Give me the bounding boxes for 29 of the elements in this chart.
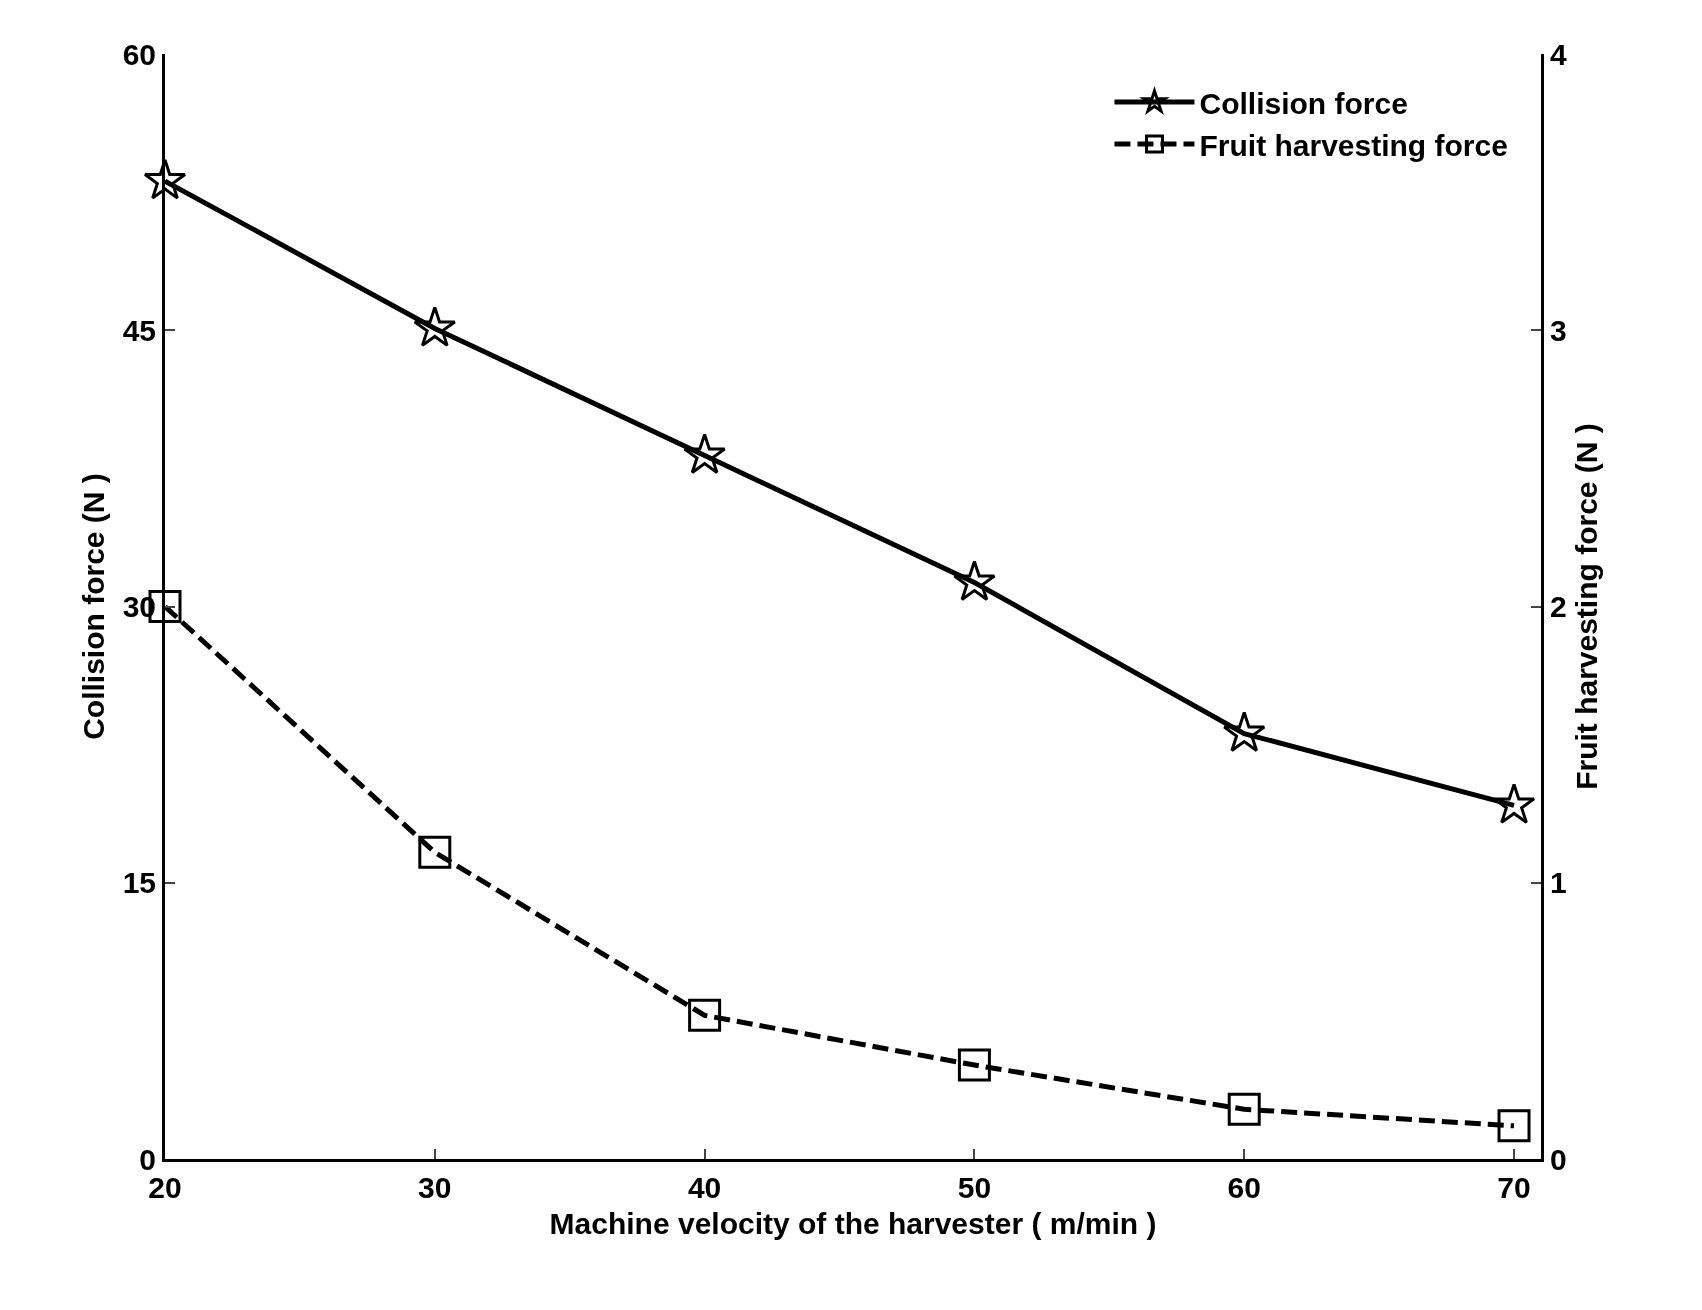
point [1497,1109,1531,1143]
y-tick-label: 15 [122,866,156,900]
x-tick-label: 50 [957,1171,992,1204]
y2-tick-label: 1 [1550,866,1567,900]
y2-axis-title: Fruit harvesting force (N ) [1569,423,1603,790]
y2-tick-label: 3 [1550,313,1567,347]
point [952,560,996,602]
legend-label: Collision force [1199,86,1408,120]
y2-tick-label: 4 [1550,37,1567,71]
point [1492,782,1536,824]
point [1222,711,1266,753]
y-axis-title: Collision force (N ) [76,473,110,740]
y2-tick-label: 2 [1550,590,1567,623]
point [688,998,722,1032]
y-tick-label: 45 [122,313,156,347]
x-tick-label: 70 [1497,1171,1531,1204]
point [143,158,187,200]
x-tick-label: 30 [418,1171,452,1204]
x-tick-label: 40 [687,1171,722,1204]
y2-tick-label: 0 [1550,1142,1567,1176]
point [413,305,457,347]
x-axis-title: Machine velocity of the harvester ( m/min ) [549,1206,1157,1240]
point [957,1048,991,1082]
x-tick-label: 60 [1227,1171,1261,1204]
y-tick-label: 60 [122,37,156,71]
point [683,432,727,474]
legend-label: Fruit harvesting force [1199,128,1508,162]
point [1227,1092,1261,1126]
point [418,835,452,869]
